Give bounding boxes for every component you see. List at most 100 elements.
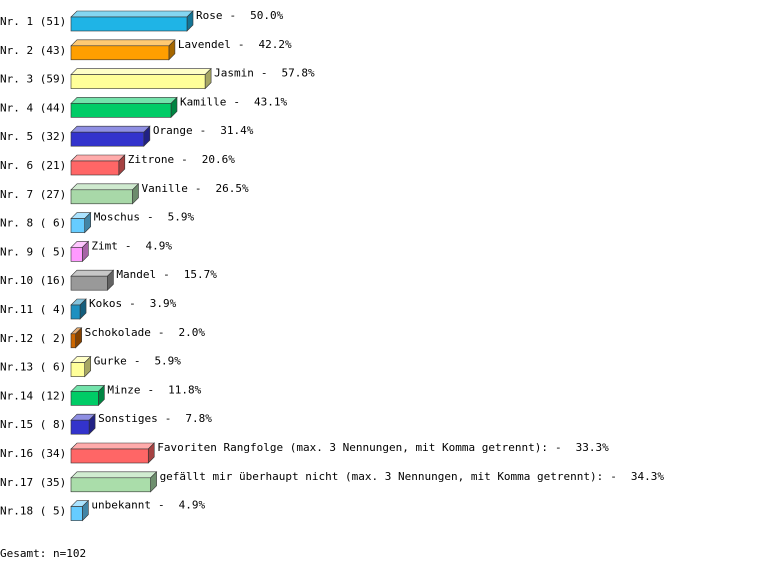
separator: -: [158, 499, 165, 512]
row-label: Nr.14 (12): [0, 389, 66, 402]
row-label: Nr.13 ( 6): [0, 361, 66, 374]
row-label: Nr.18 ( 5): [0, 505, 66, 518]
category-label: unbekannt: [91, 499, 151, 512]
category-label: Schokolade: [85, 326, 151, 339]
bar: [70, 247, 83, 262]
value-label: 2.0%: [178, 326, 205, 339]
value-label: 43.1%: [254, 95, 287, 108]
row-label: Nr. 4 (44): [0, 101, 66, 114]
bar-label: unbekannt - 4.9%: [91, 499, 205, 512]
value-label: 42.2%: [259, 38, 292, 51]
value-label: 7.8%: [185, 412, 212, 425]
separator: -: [134, 355, 141, 368]
bar-label: Zimt -4.9%: [91, 239, 172, 252]
separator: -: [195, 182, 202, 195]
separator: -: [181, 153, 188, 166]
bar: [70, 45, 170, 61]
bar-label: Orange -31.4%: [153, 124, 254, 137]
value-label: 4.9%: [145, 239, 172, 252]
bar-top: [70, 183, 140, 191]
bar-label: Vanille -26.5%: [141, 182, 248, 195]
bar: [70, 275, 108, 291]
bar: [70, 362, 85, 377]
bar: [70, 304, 81, 320]
row-label: Nr. 8 ( 6): [0, 217, 66, 230]
category-label: Kokos: [89, 297, 122, 310]
category-label: Mandel: [116, 268, 156, 281]
category-label: Zitrone: [128, 153, 174, 166]
bar-label: Moschus - 5.9%: [94, 211, 195, 224]
bar-top: [70, 471, 158, 479]
bar: [70, 419, 90, 435]
category-label: Orange: [153, 124, 193, 137]
category-label: Rose: [196, 9, 223, 22]
row-label: Nr. 9 ( 5): [0, 245, 66, 258]
bar: [70, 74, 206, 89]
bar-label: Favoriten Rangfolge (max. 3 Nennungen, m…: [157, 441, 609, 454]
category-label: Sonstiges: [98, 412, 158, 425]
separator: -: [261, 67, 268, 80]
row-label: Nr. 1 (51): [0, 15, 66, 28]
category-label: gefällt mir überhaupt nicht (max. 3 Nenn…: [160, 470, 604, 483]
category-label: Lavendel: [178, 38, 231, 51]
bar: [70, 506, 83, 521]
bar: [70, 103, 172, 118]
separator: -: [165, 412, 172, 425]
bar-label: Mandel - 15.7%: [116, 268, 217, 281]
value-label: 3.9%: [150, 297, 177, 310]
bar-label: Sonstiges -7.8%: [98, 412, 212, 425]
row-label: Nr. 6 (21): [0, 159, 66, 172]
separator: -: [158, 326, 165, 339]
row-label: Nr.10 (16): [0, 274, 66, 287]
separator: -: [230, 9, 237, 22]
separator: -: [147, 211, 154, 224]
bar-label: Jasmin -57.8%: [214, 67, 315, 80]
bar-top: [70, 125, 151, 133]
bar: [70, 391, 99, 406]
value-label: 31.4%: [220, 124, 253, 137]
value-label: 11.8%: [168, 383, 201, 396]
bar-top: [70, 154, 126, 162]
bar-label: Minze -11.8%: [107, 383, 201, 396]
bar-label: Kokos - 3.9%: [89, 297, 177, 310]
separator: -: [238, 38, 245, 51]
row-label: Nr.12 ( 2): [0, 332, 66, 345]
value-label: 33.3%: [576, 441, 609, 454]
bar-label: Lavendel - 42.2%: [178, 38, 292, 51]
bar: [70, 160, 120, 176]
separator: -: [610, 470, 617, 483]
value-label: 26.5%: [215, 182, 248, 195]
bar-top: [70, 269, 115, 277]
category-label: Kamille: [180, 95, 226, 108]
row-label: Nr. 3 (59): [0, 73, 66, 86]
value-label: 50.0%: [250, 9, 283, 22]
value-label: 5.9%: [168, 211, 195, 224]
row-label: Nr.16 (34): [0, 447, 66, 460]
separator: -: [129, 297, 136, 310]
bar-label: Gurke -5.9%: [94, 355, 182, 368]
row-label: Nr. 7 (27): [0, 188, 66, 201]
bar-label: gefällt mir überhaupt nicht (max. 3 Nenn…: [160, 470, 665, 483]
value-label: 20.6%: [202, 153, 235, 166]
category-label: Moschus: [94, 211, 140, 224]
category-label: Zimt: [91, 239, 118, 252]
bar: [70, 189, 133, 205]
bar: [70, 16, 188, 32]
bar: [70, 477, 151, 493]
category-label: Jasmin: [214, 67, 254, 80]
value-label: 57.8%: [281, 67, 314, 80]
row-label: Nr.17 (35): [0, 476, 66, 489]
bar: [70, 448, 149, 464]
bar-label: Schokolade -2.0%: [85, 326, 206, 339]
separator: -: [233, 95, 240, 108]
separator: -: [148, 383, 155, 396]
row-label: Nr. 2 (43): [0, 44, 66, 57]
bar-top: [70, 68, 212, 75]
bar: [70, 131, 145, 147]
bar-top: [70, 97, 178, 104]
category-label: Gurke: [94, 355, 127, 368]
value-label: 5.9%: [154, 355, 181, 368]
footer: Gesamt: n=102: [0, 547, 86, 560]
bar-label: Kamille - 43.1%: [180, 95, 287, 108]
